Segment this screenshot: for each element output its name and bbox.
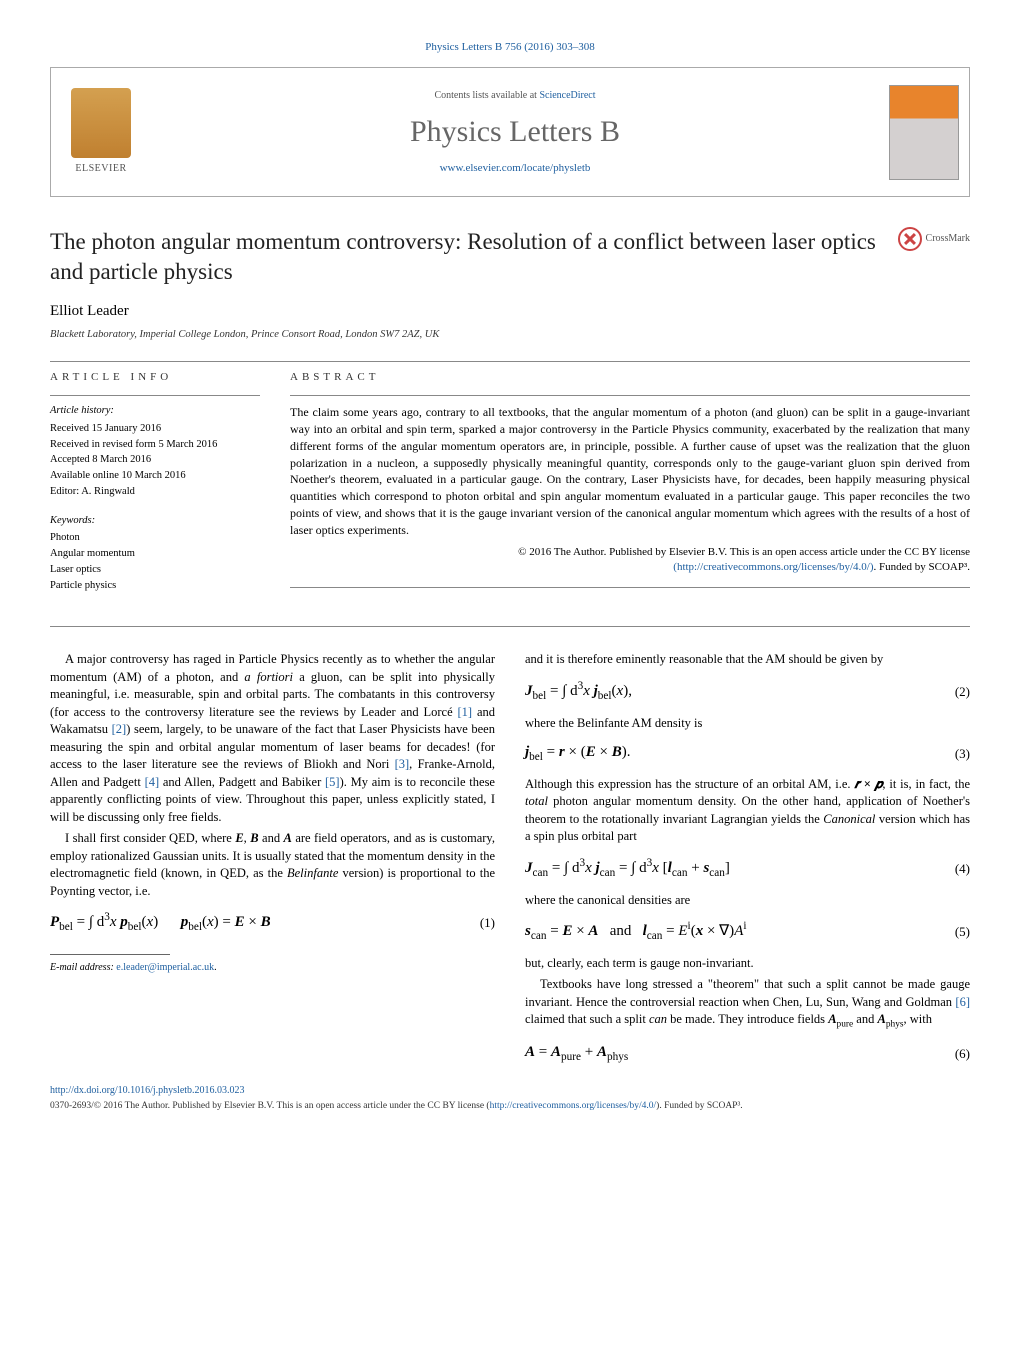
equation-body: jbel = r × (E × B). <box>525 742 940 766</box>
cover-thumbnail-box <box>879 68 969 196</box>
keyword: Laser optics <box>50 562 260 578</box>
equation-body: scan = E × A and lcan = Ei(x × ∇)Ai <box>525 919 940 945</box>
body-text-italic: can <box>649 1012 667 1026</box>
math-symbol: B <box>250 831 258 845</box>
article-info-header: ARTICLE INFO <box>50 370 260 385</box>
math-symbol: E <box>235 831 243 845</box>
body-text-italic: a fortiori <box>244 670 293 684</box>
body-column-right: and it is therefore eminently reasonable… <box>525 651 970 1075</box>
publisher-logo-block: ELSEVIER <box>51 68 151 196</box>
publisher-name: ELSEVIER <box>75 162 126 176</box>
issn-copyright-line: 0370-2693/© 2016 The Author. Published b… <box>50 1100 970 1113</box>
equation-body: Jbel = ∫ d3x jbel(x), <box>525 679 940 705</box>
article-body: A major controversy has raged in Particl… <box>50 651 970 1075</box>
contents-available-line: Contents lists available at ScienceDirec… <box>434 89 595 103</box>
body-text: , it is, in fact, the <box>882 777 970 791</box>
equation-number: (6) <box>940 1045 970 1063</box>
divider-rule <box>50 361 970 362</box>
abstract-text: The claim some years ago, contrary to al… <box>290 404 970 538</box>
body-text: where the Belinfante AM density is <box>525 715 970 733</box>
article-info-column: ARTICLE INFO Article history: Received 1… <box>50 370 260 597</box>
body-text: but, clearly, each term is gauge non-inv… <box>525 955 970 973</box>
crossmark-badge[interactable]: CrossMark <box>898 227 970 251</box>
doi-link[interactable]: http://dx.doi.org/10.1016/j.physletb.201… <box>50 1084 970 1098</box>
author-name: Elliot Leader <box>50 301 970 322</box>
page-citation: Physics Letters B 756 (2016) 303–308 <box>50 40 970 55</box>
citation-ref[interactable]: [4] <box>145 775 160 789</box>
journal-name: Physics Letters B <box>410 111 620 153</box>
keyword: Angular momentum <box>50 546 260 562</box>
author-email-link[interactable]: e.leader@imperial.ac.uk <box>116 962 214 973</box>
email-label: E-mail address: <box>50 962 116 973</box>
keywords-label: Keywords: <box>50 514 260 529</box>
license-link[interactable]: (http://creativecommons.org/licenses/by/… <box>673 561 873 573</box>
history-label: Article history: <box>50 404 260 419</box>
issn-tail: ). Funded by SCOAP³. <box>656 1101 743 1111</box>
body-text: claimed that such a split <box>525 1012 649 1026</box>
citation-ref[interactable]: [3] <box>395 757 410 771</box>
crossmark-label: CrossMark <box>926 232 970 246</box>
body-text: and it is therefore eminently reasonable… <box>525 651 970 669</box>
keyword: Photon <box>50 530 260 546</box>
journal-cover-icon <box>889 85 959 180</box>
citation-ref[interactable]: [2] <box>112 722 127 736</box>
journal-masthead: ELSEVIER Contents lists available at Sci… <box>50 67 970 197</box>
abstract-header: ABSTRACT <box>290 370 970 385</box>
equation-number: (3) <box>940 745 970 763</box>
history-line: Accepted 8 March 2016 <box>50 452 260 468</box>
equation-body: A = Apure + Aphys <box>525 1042 940 1066</box>
math-symbol: A <box>284 831 292 845</box>
equation-1: Pbel = ∫ d3x pbel(x) pbel(x) = E × B (1) <box>50 910 495 936</box>
history-line: Editor: A. Ringwald <box>50 484 260 500</box>
sciencedirect-link[interactable]: ScienceDirect <box>539 90 595 101</box>
equation-6: A = Apure + Aphys (6) <box>525 1042 970 1066</box>
equation-number: (2) <box>940 683 970 701</box>
issn-text: 0370-2693/© 2016 The Author. Published b… <box>50 1101 490 1111</box>
math-symbol: A <box>877 1012 885 1026</box>
keyword: Particle physics <box>50 578 260 594</box>
equation-number: (1) <box>465 914 495 932</box>
contents-prefix: Contents lists available at <box>434 90 539 101</box>
elsevier-tree-icon <box>71 88 131 158</box>
equation-body: Jcan = ∫ d3x jcan = ∫ d3x [lcan + scan] <box>525 856 940 882</box>
citation-ref[interactable]: [6] <box>955 995 970 1009</box>
abstract-column: ABSTRACT The claim some years ago, contr… <box>290 370 970 597</box>
article-title: The photon angular momentum controversy:… <box>50 227 878 287</box>
journal-homepage-link[interactable]: www.elsevier.com/locate/physletb <box>440 161 591 176</box>
math-symbol: A <box>828 1012 836 1026</box>
citation-ref[interactable]: [1] <box>458 705 473 719</box>
math-symbol: 𝒓 × 𝒑 <box>854 777 882 791</box>
funded-line: . Funded by SCOAP³. <box>873 561 970 573</box>
body-text: I shall first consider QED, where <box>65 831 235 845</box>
equation-number: (4) <box>940 860 970 878</box>
body-text-italic: Belinfante <box>287 866 338 880</box>
body-text: and <box>853 1012 877 1026</box>
abstract-copyright: © 2016 The Author. Published by Elsevier… <box>518 546 970 558</box>
citation-ref[interactable]: [5] <box>325 775 340 789</box>
history-line: Available online 10 March 2016 <box>50 468 260 484</box>
bottom-license-link[interactable]: http://creativecommons.org/licenses/by/4… <box>490 1101 657 1111</box>
body-text: , with <box>904 1012 932 1026</box>
history-line: Received 15 January 2016 <box>50 421 260 437</box>
body-text: and Allen, Padgett and Babiker <box>159 775 325 789</box>
body-text: Although this expression has the structu… <box>525 777 854 791</box>
equation-5: scan = E × A and lcan = Ei(x × ∇)Ai (5) <box>525 919 970 945</box>
equation-3: jbel = r × (E × B). (3) <box>525 742 970 766</box>
equation-4: Jcan = ∫ d3x jcan = ∫ d3x [lcan + scan] … <box>525 856 970 882</box>
body-text: Textbooks have long stressed a "theorem"… <box>525 977 970 1009</box>
body-column-left: A major controversy has raged in Particl… <box>50 651 495 1075</box>
footnote-email: E-mail address: e.leader@imperial.ac.uk. <box>50 961 495 975</box>
body-text-italic: Canonical <box>823 812 875 826</box>
equation-2: Jbel = ∫ d3x jbel(x), (2) <box>525 679 970 705</box>
footnote-rule <box>50 954 170 955</box>
history-line: Received in revised form 5 March 2016 <box>50 437 260 453</box>
body-text-italic: total <box>525 794 548 808</box>
body-text: be made. They introduce fields <box>667 1012 828 1026</box>
body-text: and <box>259 831 284 845</box>
author-affiliation: Blackett Laboratory, Imperial College Lo… <box>50 328 970 343</box>
equation-number: (5) <box>940 923 970 941</box>
equation-body: Pbel = ∫ d3x pbel(x) pbel(x) = E × B <box>50 910 465 936</box>
crossmark-icon <box>898 227 922 251</box>
body-text: where the canonical densities are <box>525 892 970 910</box>
